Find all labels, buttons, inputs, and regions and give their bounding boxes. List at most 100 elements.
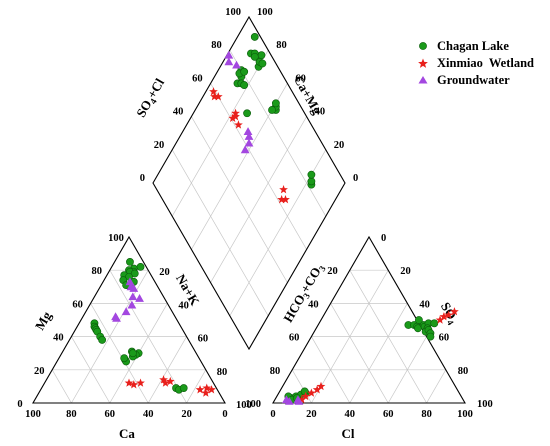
diamond-point-xinmiao-wetland xyxy=(213,92,223,101)
cation-point-xinmiao-wetland xyxy=(202,383,212,392)
anion-point-xinmiao-wetland xyxy=(297,395,307,404)
cation-point-xinmiao-wetland xyxy=(195,385,205,394)
diamond-point-xinmiao-wetland xyxy=(228,113,238,122)
cation-point-groundwater xyxy=(127,300,137,309)
anion-point-xinmiao-wetland xyxy=(312,385,322,394)
cation-point-chagan-lake xyxy=(120,354,129,363)
plot-frames xyxy=(32,15,466,404)
cation-point-groundwater xyxy=(128,292,138,301)
cation-point-xinmiao-wetland xyxy=(124,378,134,387)
legend-label-xinmiao-wetland: Xinmiao Wetland xyxy=(437,56,534,70)
diamond-point-chagan-lake xyxy=(250,52,259,61)
diamond-point-chagan-lake xyxy=(240,81,249,89)
anion-triangle-gridline xyxy=(349,270,427,404)
diamond-point-xinmiao-wetland xyxy=(234,120,243,129)
tick-label: 80 xyxy=(421,409,432,420)
tick-label: 100 xyxy=(477,399,493,410)
anion-point-groundwater xyxy=(284,396,294,405)
diamond-gridline xyxy=(210,116,307,283)
legend-label-chagan-lake: Chagan Lake xyxy=(437,39,509,53)
tick-labels: 100 80 60 40 20 0 0 20 40 60 80 100 100 80 60 40 20 0 20 40… xyxy=(17,7,492,420)
diamond-point-chagan-lake xyxy=(268,106,276,114)
diamond-point-groundwater xyxy=(232,60,241,69)
tick-label: 60 xyxy=(289,333,300,344)
axis-label-ca-mg: Ca+Mg xyxy=(291,73,325,117)
diamond-point-xinmiao-wetland xyxy=(281,195,290,204)
cation-triangle-gridline xyxy=(186,369,207,404)
legend-label-groundwater: Groundwater xyxy=(437,73,510,87)
tick-label: 60 xyxy=(192,73,203,84)
anion-point-chagan-lake xyxy=(426,332,435,341)
cation-point-xinmiao-wetland xyxy=(136,378,145,387)
anion-triangle-gridline xyxy=(291,369,312,404)
cation-point-xinmiao-wetland xyxy=(201,388,211,397)
cation-point-chagan-lake xyxy=(136,262,145,271)
tick-label: 80 xyxy=(276,40,287,51)
tick-label: 80 xyxy=(217,367,228,378)
anion-triangle-gridline xyxy=(349,303,408,404)
tick-label: 60 xyxy=(295,73,306,84)
tick-label: 80 xyxy=(270,366,281,377)
anion-point-chagan-lake xyxy=(300,387,309,396)
tick-label: 20 xyxy=(154,140,165,151)
svg-text:SO4+Cl: SO4+Cl xyxy=(133,75,169,120)
diamond-gridline xyxy=(229,50,327,217)
tick-label: 60 xyxy=(439,333,450,344)
data-points xyxy=(90,33,459,405)
cation-point-chagan-lake xyxy=(98,336,107,344)
diamond-point-xinmiao-wetland xyxy=(277,195,287,204)
cation-triangle-frame xyxy=(32,235,226,404)
tick-label: 80 xyxy=(458,366,469,377)
tick-label: 40 xyxy=(53,333,64,344)
cation-point-chagan-lake xyxy=(130,269,139,278)
cation-point-chagan-lake xyxy=(128,349,137,358)
tick-label: 100 xyxy=(257,7,273,18)
diamond-point-chagan-lake xyxy=(307,170,316,179)
tick-label: 40 xyxy=(315,107,326,118)
tick-label: 20 xyxy=(181,409,192,420)
cation-point-xinmiao-wetland xyxy=(165,376,175,386)
diamond-point-groundwater xyxy=(244,138,254,147)
tick-label: 0 xyxy=(381,233,386,244)
tick-label: 80 xyxy=(211,40,222,51)
legend: Chagan Lake Xinmiao Wetland Groundwater xyxy=(418,39,534,87)
tick-label: 40 xyxy=(143,409,154,420)
cation-point-groundwater xyxy=(129,284,139,292)
diamond-point-xinmiao-wetland xyxy=(231,112,240,121)
anion-point-xinmiao-wetland xyxy=(439,312,449,321)
anion-point-xinmiao-wetland xyxy=(435,315,445,324)
tick-label: 0 xyxy=(270,409,275,420)
tick-label: 80 xyxy=(66,409,77,420)
legend-marker-groundwater xyxy=(418,76,428,84)
tick-label: 40 xyxy=(419,299,430,310)
anion-point-groundwater xyxy=(294,396,304,405)
cation-point-xinmiao-wetland xyxy=(161,378,170,387)
tick-label: 0 xyxy=(353,173,358,184)
tick-label: 40 xyxy=(345,409,356,420)
anion-triangle-gridline xyxy=(330,303,389,404)
diamond-gridline xyxy=(191,116,288,283)
tick-label: 100 xyxy=(225,7,241,18)
tick-label: 0 xyxy=(222,409,227,420)
diamond-frame xyxy=(152,15,346,351)
cation-triangle-gridline xyxy=(109,270,187,404)
diamond-point-chagan-lake xyxy=(258,59,267,68)
diamond-point-groundwater xyxy=(224,50,234,59)
cation-point-groundwater xyxy=(121,307,131,316)
tick-label: 0 xyxy=(17,399,22,410)
tick-label: 20 xyxy=(34,366,45,377)
cation-triangle-gridline xyxy=(51,369,72,404)
tick-label: 20 xyxy=(306,409,317,420)
diamond-point-xinmiao-wetland xyxy=(209,87,218,96)
diamond-point-chagan-lake xyxy=(240,67,249,76)
diamond-point-groundwater xyxy=(240,145,250,154)
tick-label: 100 xyxy=(25,409,41,420)
anion-point-xinmiao-wetland xyxy=(444,310,454,319)
tick-label: 100 xyxy=(457,409,473,420)
tick-label: 20 xyxy=(400,266,411,277)
tick-label: 80 xyxy=(92,266,103,277)
axis-label-hco3-co3: HCO3+CO3 xyxy=(280,260,328,326)
tick-label: 40 xyxy=(308,299,319,310)
diamond-gridline xyxy=(210,83,307,250)
legend-marker-chagan-lake xyxy=(419,42,427,50)
